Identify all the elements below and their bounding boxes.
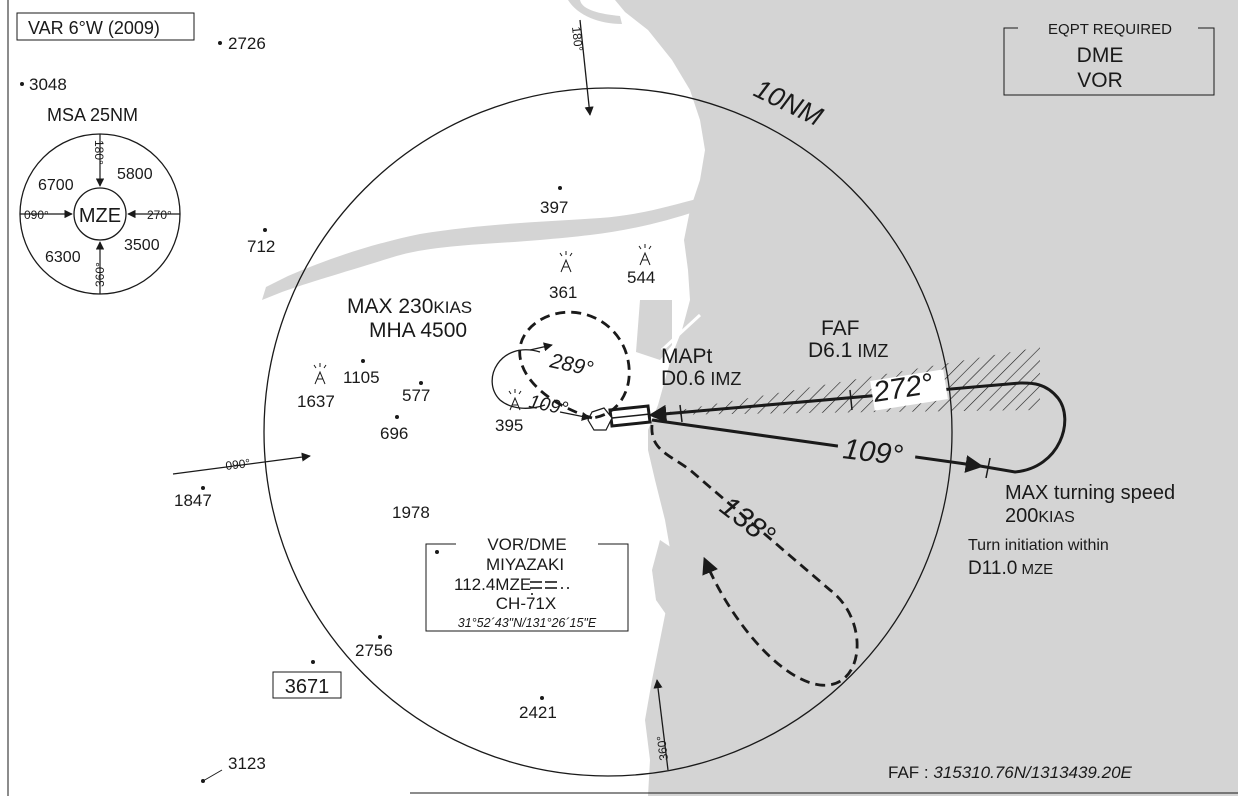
elevation-1978: 1978 <box>392 503 430 522</box>
elevation-1105: 1105 <box>343 368 380 387</box>
equipment-header: EQPT REQUIRED <box>1048 21 1172 38</box>
navaid-box: VOR/DME MIYAZAKI 112.4MZE CH-71X 31°52´4… <box>425 535 629 632</box>
obstacle-1637: 1637 <box>297 392 335 411</box>
faf-coordinates: FAF : 315310.76N/1313439.20E <box>888 763 1133 782</box>
obstacle-icon <box>313 363 327 385</box>
navaid-title: VOR/DME <box>487 535 566 554</box>
elevation-577: 577 <box>402 386 430 405</box>
navaid-name: MIYAZAKI <box>486 555 564 574</box>
elevation-712: 712 <box>247 237 275 256</box>
equipment-vor: VOR <box>1077 69 1123 92</box>
elevation-696: 696 <box>380 424 408 443</box>
elevation-3123: 3123 <box>228 754 266 773</box>
variation-box <box>16 12 195 41</box>
obstacle-361: 361 <box>549 283 577 302</box>
faf-fix: D6.1 IMZ <box>808 339 888 362</box>
highest-elevation: 3671 <box>285 676 330 698</box>
arrival-bearing-north: 180° <box>569 26 586 52</box>
arrival-arrow-south: 360° <box>653 679 671 771</box>
spot-elevations: 2726 3048 712 397 1105 577 696 1847 1978… <box>20 34 568 783</box>
elevation-397: 397 <box>540 198 568 217</box>
highest-elevation-box <box>272 671 342 699</box>
holding-speed: MAX 230KIAS <box>347 295 472 318</box>
msa-bearing-left: 090° <box>24 208 49 222</box>
outbound-track <box>651 418 984 473</box>
msa-title: MSA 25NM <box>47 105 138 125</box>
msa-alt-se: 3500 <box>124 237 160 254</box>
holding-outbound-course: 289° <box>547 349 595 381</box>
arrival-arrow-west: 090° <box>172 452 311 475</box>
missed-approach-track <box>650 424 859 687</box>
river-branch <box>568 0 622 24</box>
msa-bearing-bottom: 360° <box>93 262 107 287</box>
river <box>262 198 700 300</box>
elevation-3048: 3048 <box>29 75 67 94</box>
breakwater <box>660 313 702 352</box>
holding-arrow <box>529 342 553 352</box>
lagoon <box>652 540 690 620</box>
elevation-2756: 2756 <box>355 641 393 660</box>
mapt-fix: D0.6 IMZ <box>661 367 741 390</box>
turn-speed-line2: 200KIAS <box>1005 505 1075 527</box>
elevation-2726: 2726 <box>228 34 266 53</box>
faf-label: FAF <box>821 317 860 340</box>
msa-bearing-right: 270° <box>147 208 172 222</box>
msa-center: MZE <box>79 205 121 227</box>
harbor <box>636 300 672 360</box>
turn-speed-line1: MAX turning speed <box>1005 482 1175 504</box>
final-approach-track <box>648 381 1021 423</box>
equipment-box: EQPT REQUIRED DME VOR <box>1003 21 1215 96</box>
outbound-course-bg <box>836 427 918 469</box>
morse-code-icon <box>530 581 569 595</box>
obstacle-icon <box>638 244 652 266</box>
msa-alt-nw: 6700 <box>38 177 74 194</box>
obstacle-icon <box>559 251 573 273</box>
obstacle-544: 544 <box>627 268 655 287</box>
msa-alt-sw: 6300 <box>45 249 81 266</box>
inbound-course-bg <box>870 369 948 411</box>
holding-inbound-arrow <box>559 411 591 421</box>
holding-inbound-course: 109° <box>527 391 570 420</box>
turn-initiation-line1: Turn initiation within <box>968 537 1109 554</box>
elevation-2421: 2421 <box>519 703 557 722</box>
msa-diagram: MSA 25NM MZE 180° 270° 360° 090° 6700 58… <box>19 105 181 295</box>
navaid-channel: CH-71X <box>496 594 556 613</box>
msa-alt-ne: 5800 <box>117 166 153 183</box>
holding-entry <box>491 349 546 409</box>
equipment-dme: DME <box>1077 44 1124 67</box>
ten-nm-ring <box>263 87 953 777</box>
obstacle-395: 395 <box>495 416 523 435</box>
navaid-coords: 31°52´43"N/131°26´15"E <box>458 616 597 630</box>
arrival-bearing-west: 090° <box>225 456 252 473</box>
mapt-tick <box>679 404 683 423</box>
procedure-turn <box>979 381 1067 474</box>
variation-label: VAR 6°W (2009) <box>28 18 160 38</box>
holding-mha: MHA 4500 <box>369 319 467 342</box>
arrival-bearing-south: 360° <box>654 735 671 762</box>
arrival-arrow-north: 180° <box>569 19 594 116</box>
msa-bearing-top: 180° <box>92 140 106 165</box>
outbound-course: 109° <box>841 433 904 472</box>
faf-tick <box>849 389 853 411</box>
navaid-frequency: 112.4MZE <box>454 575 531 594</box>
turn-initiation-line2: D11.0 MZE <box>968 558 1053 579</box>
holding-pattern <box>518 310 631 420</box>
mapt-label: MAPt <box>661 345 713 368</box>
elevation-1847: 1847 <box>174 491 212 510</box>
